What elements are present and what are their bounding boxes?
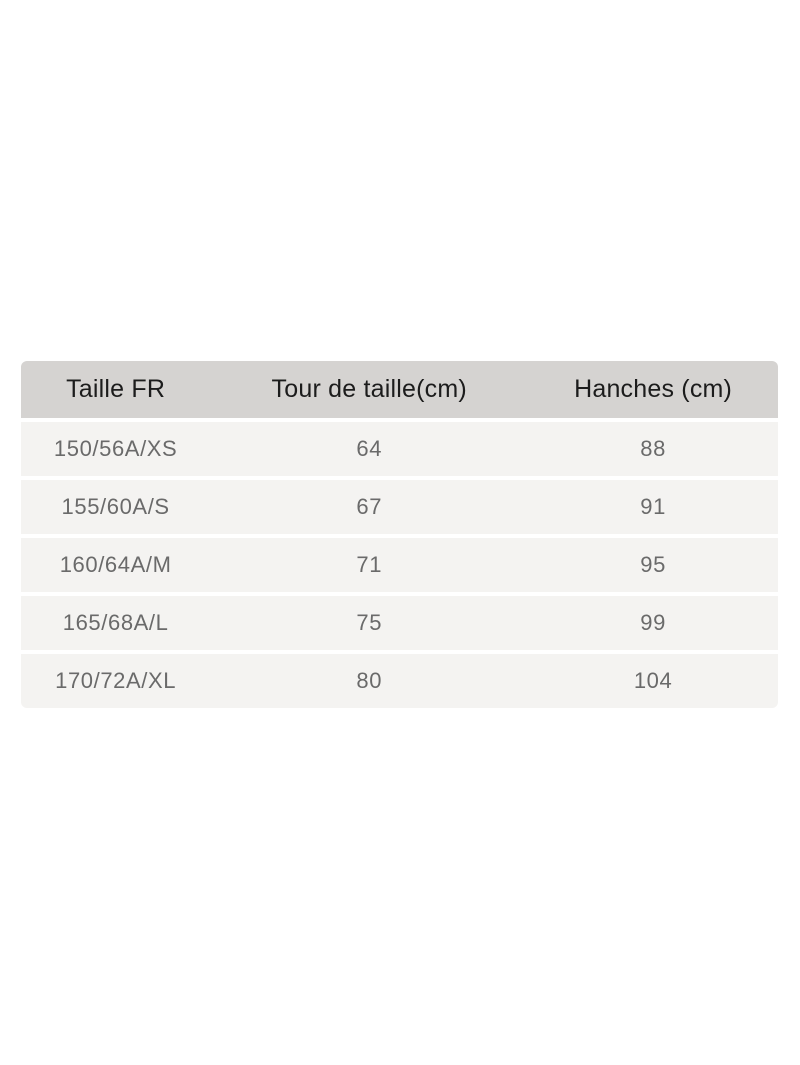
table-row: 165/68A/L 75 99 — [21, 596, 778, 654]
taille-fr-cell: 165/68A/L — [21, 596, 211, 654]
size-chart-header: Taille FR Tour de taille(cm) Hanches (cm… — [21, 361, 778, 422]
header-row: Taille FR Tour de taille(cm) Hanches (cm… — [21, 361, 778, 422]
tour-de-taille-cell: 80 — [210, 654, 529, 708]
tour-de-taille-cell: 64 — [210, 422, 529, 480]
hanches-cell: 91 — [528, 480, 778, 538]
taille-fr-cell: 155/60A/S — [21, 480, 211, 538]
taille-fr-cell: 150/56A/XS — [21, 422, 211, 480]
tour-de-taille-cell: 67 — [210, 480, 529, 538]
hanches-cell: 99 — [528, 596, 778, 654]
table-row: 160/64A/M 71 95 — [21, 538, 778, 596]
tour-de-taille-cell: 75 — [210, 596, 529, 654]
table-row: 170/72A/XL 80 104 — [21, 654, 778, 708]
table-row: 150/56A/XS 64 88 — [21, 422, 778, 480]
hanches-cell: 95 — [528, 538, 778, 596]
column-header-hanches: Hanches (cm) — [528, 361, 778, 422]
size-chart-table: Taille FR Tour de taille(cm) Hanches (cm… — [21, 361, 778, 708]
taille-fr-cell: 170/72A/XL — [21, 654, 211, 708]
taille-fr-cell: 160/64A/M — [21, 538, 211, 596]
column-header-taille-fr: Taille FR — [21, 361, 211, 422]
hanches-cell: 104 — [528, 654, 778, 708]
column-header-tour-de-taille: Tour de taille(cm) — [210, 361, 529, 422]
table-row: 155/60A/S 67 91 — [21, 480, 778, 538]
tour-de-taille-cell: 71 — [210, 538, 529, 596]
hanches-cell: 88 — [528, 422, 778, 480]
size-chart-body: 150/56A/XS 64 88 155/60A/S 67 91 160/64A… — [21, 422, 778, 708]
